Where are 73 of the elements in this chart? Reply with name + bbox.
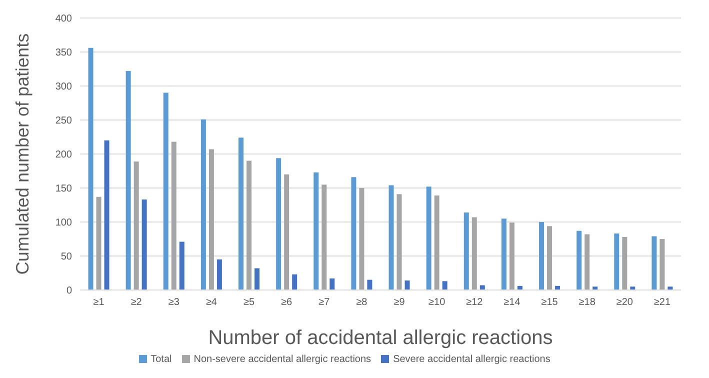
bar bbox=[442, 281, 448, 290]
x-tick-label: ≥15 bbox=[541, 297, 558, 308]
x-tick-label: ≥10 bbox=[428, 297, 446, 308]
bar bbox=[367, 280, 372, 290]
y-tick-label: 200 bbox=[55, 150, 72, 161]
bar bbox=[142, 200, 147, 290]
bar bbox=[208, 149, 214, 290]
y-tick-label: 250 bbox=[55, 116, 72, 127]
bar bbox=[238, 138, 244, 290]
bar bbox=[126, 71, 131, 290]
bar bbox=[292, 274, 298, 290]
bar bbox=[509, 222, 514, 290]
x-tick-label: ≥9 bbox=[394, 297, 406, 308]
y-tick-label: 300 bbox=[55, 82, 72, 93]
bar bbox=[584, 234, 590, 290]
bar bbox=[426, 186, 432, 290]
bar bbox=[351, 177, 356, 290]
bar bbox=[284, 174, 290, 290]
bar bbox=[404, 280, 410, 290]
bar bbox=[246, 160, 252, 290]
x-tick-label: ≥8 bbox=[356, 297, 368, 308]
legend-label: Non-severe accidental allergic reactions bbox=[194, 354, 372, 365]
bar bbox=[163, 92, 168, 290]
x-tick-label: ≥14 bbox=[504, 297, 521, 308]
x-axis-title: Number of accidental allergic reactions bbox=[208, 327, 553, 349]
bar bbox=[134, 161, 139, 290]
bar bbox=[254, 268, 260, 290]
bar bbox=[88, 48, 94, 290]
x-tick-label: ≥2 bbox=[130, 297, 142, 308]
bar bbox=[330, 278, 335, 290]
x-tick-label: ≥4 bbox=[206, 297, 218, 308]
bar bbox=[179, 242, 184, 290]
x-tick-label: ≥20 bbox=[616, 297, 634, 308]
bar bbox=[200, 119, 206, 290]
y-tick-label: 150 bbox=[55, 184, 72, 195]
y-tick-label: 0 bbox=[66, 286, 72, 297]
bar bbox=[396, 194, 402, 290]
bar bbox=[104, 140, 110, 290]
bar bbox=[547, 226, 552, 290]
x-tick-label: ≥3 bbox=[168, 297, 180, 308]
bar bbox=[576, 230, 582, 290]
bar bbox=[464, 212, 469, 290]
y-axis-title: Cumulated number of patients bbox=[12, 33, 32, 275]
bar bbox=[359, 188, 364, 290]
bar bbox=[96, 196, 102, 290]
y-tick-label: 100 bbox=[55, 218, 72, 229]
x-tick-label: ≥1 bbox=[93, 297, 105, 308]
x-tick-label: ≥18 bbox=[578, 297, 596, 308]
x-tick-label: ≥5 bbox=[244, 297, 255, 308]
bar bbox=[434, 195, 440, 290]
bar bbox=[501, 218, 506, 290]
bar bbox=[652, 236, 657, 290]
y-tick-label: 50 bbox=[60, 252, 72, 263]
bar bbox=[480, 285, 485, 290]
bar bbox=[622, 236, 628, 290]
bar bbox=[614, 234, 620, 290]
bar bbox=[322, 184, 327, 290]
bar bbox=[472, 217, 477, 290]
y-tick-label: 400 bbox=[55, 14, 72, 25]
y-tick-label: 350 bbox=[55, 48, 72, 59]
x-tick-label: ≥21 bbox=[654, 297, 671, 308]
x-tick-label: ≥7 bbox=[318, 297, 330, 308]
bar bbox=[388, 185, 394, 290]
bar bbox=[539, 222, 544, 290]
bar bbox=[314, 172, 319, 290]
bar bbox=[216, 259, 222, 290]
bar bbox=[660, 239, 665, 290]
x-tick-label: ≥12 bbox=[466, 297, 484, 308]
legend-label: Severe accidental allergic reactions bbox=[393, 354, 550, 365]
bar bbox=[171, 142, 176, 290]
legend-label: Total bbox=[150, 354, 172, 365]
x-tick-label: ≥6 bbox=[281, 297, 293, 308]
bar bbox=[276, 158, 282, 290]
